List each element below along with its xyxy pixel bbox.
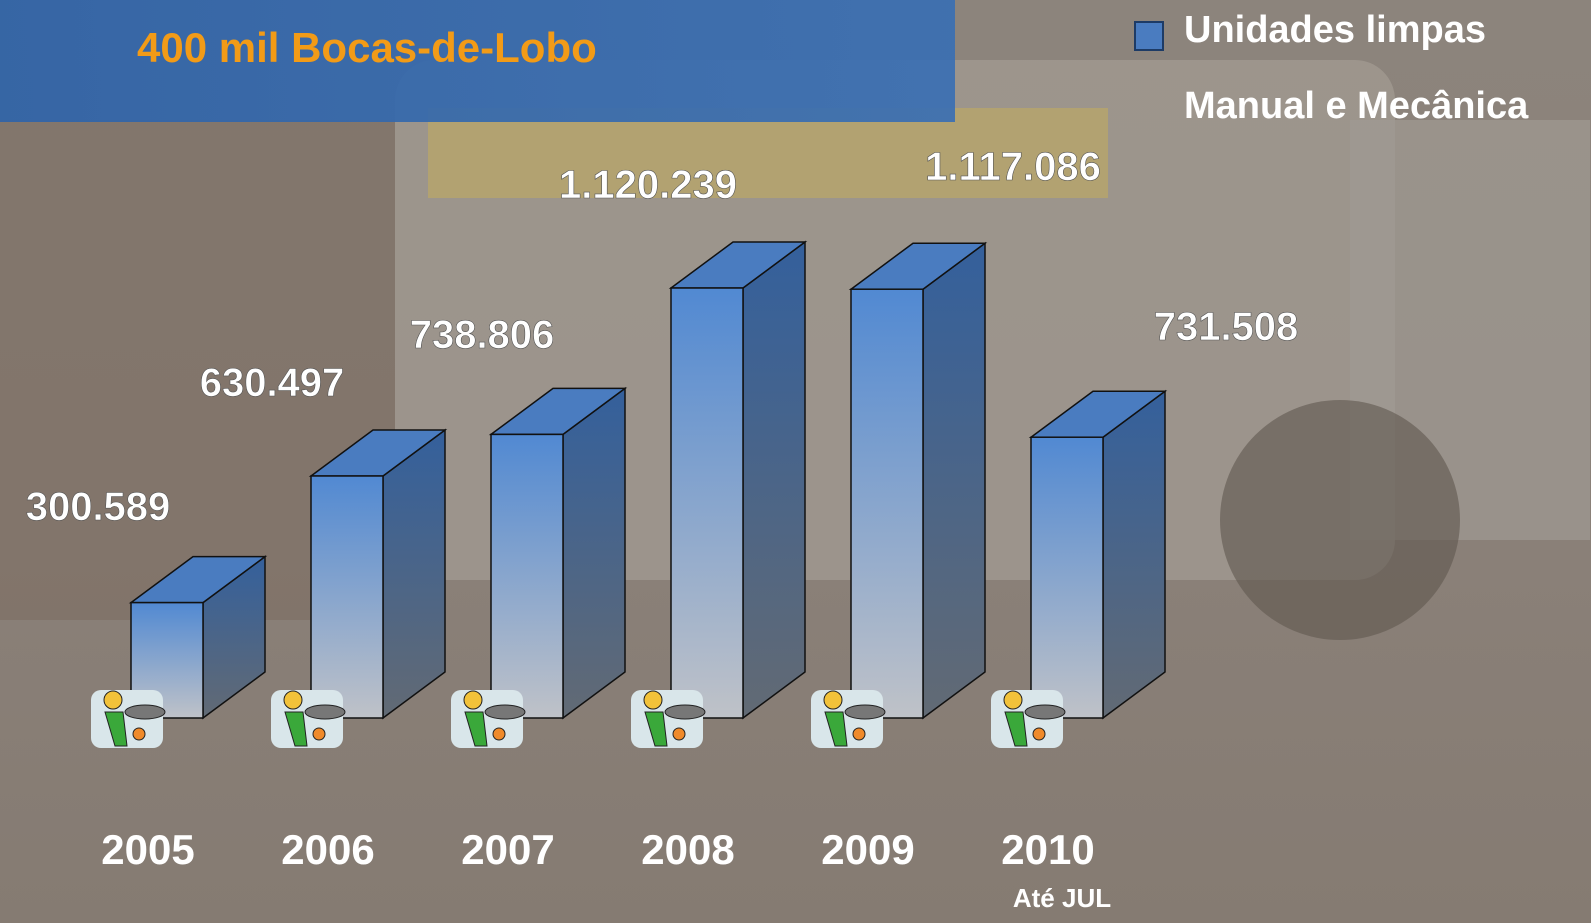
- bar: [130, 601, 204, 719]
- wheel: [1220, 400, 1460, 640]
- value-label: 300.589: [26, 485, 171, 529]
- icon-hand: [312, 727, 326, 741]
- x-tick-label: 2008: [641, 826, 734, 873]
- legend-label: Unidades limpas: [1184, 9, 1486, 51]
- bar-side: [742, 240, 806, 720]
- bar: [1030, 436, 1104, 719]
- icon-body: [464, 711, 488, 747]
- icon-head: [1003, 690, 1023, 710]
- icon-hand: [132, 727, 146, 741]
- subtitle: Manual e Mecânica: [1184, 85, 1529, 127]
- icon-head: [103, 690, 123, 710]
- icon-head: [463, 690, 483, 710]
- icon-hand: [672, 727, 686, 741]
- icon-manhole: [844, 704, 886, 720]
- icon-hand: [1032, 727, 1046, 741]
- value-label: 630.497: [200, 361, 345, 405]
- value-label: 731.508: [1154, 305, 1299, 349]
- icon-body: [284, 711, 308, 747]
- bar-side: [1102, 389, 1166, 720]
- value-label: 1.120.239: [559, 163, 737, 207]
- value-label: 738.806: [410, 313, 555, 357]
- bar-side: [922, 241, 986, 720]
- x-tick-label: 2007: [461, 826, 554, 873]
- icon-hand: [852, 727, 866, 741]
- icon-manhole: [304, 704, 346, 720]
- x-tick-label: 2010: [1001, 826, 1094, 873]
- x-tick-label: 2005: [101, 826, 194, 873]
- icon-manhole: [484, 704, 526, 720]
- icon-hand: [492, 727, 506, 741]
- chart-title: 400 mil Bocas-de-Lobo: [137, 24, 597, 71]
- x-tick-label: 2009: [821, 826, 914, 873]
- bar: [310, 475, 384, 719]
- title-band: [0, 0, 955, 122]
- icon-body: [104, 711, 128, 747]
- icon-manhole: [664, 704, 706, 720]
- icon-body: [824, 711, 848, 747]
- icon-body: [644, 711, 668, 747]
- icon-head: [643, 690, 663, 710]
- annotation: Até JUL: [1013, 883, 1111, 913]
- bar: [670, 287, 744, 719]
- icon-manhole: [124, 704, 166, 720]
- bar-side: [382, 428, 446, 720]
- value-label: 1.117.086: [925, 145, 1101, 189]
- icon-manhole: [1024, 704, 1066, 720]
- bar: [490, 433, 564, 719]
- legend-swatch: [1134, 21, 1164, 51]
- bar: [850, 288, 924, 719]
- icon-head: [823, 690, 843, 710]
- x-tick-label: 2006: [281, 826, 374, 873]
- icon-head: [283, 690, 303, 710]
- icon-body: [1004, 711, 1028, 747]
- bar-side: [562, 386, 626, 720]
- truck-sign: [428, 108, 1108, 198]
